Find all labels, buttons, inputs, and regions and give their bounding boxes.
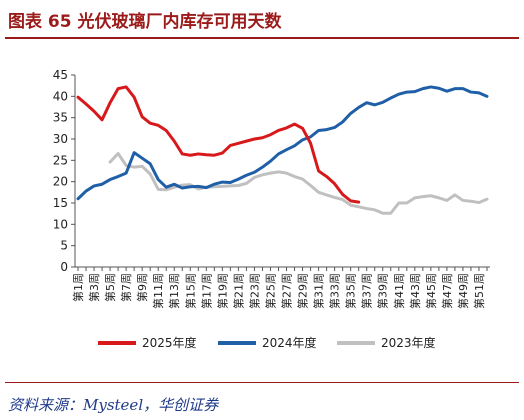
legend: 2025年度 2024年度 2023年度 [98,335,436,350]
y-tick-label: 10 [53,217,68,231]
y-tick-label: 20 [53,175,68,189]
x-tick-label: 第7周 [119,273,133,302]
y-axis: 0 5 10 15 20 25 30 35 40 45 [53,68,76,274]
x-tick-label: 第41周 [392,273,406,309]
y-tick-label: 40 [53,89,68,103]
x-tick-label: 第29周 [296,273,310,309]
figure-header: 图表 65 光伏玻璃厂内库存可用天数 [0,0,524,40]
x-tick-label: 第39周 [376,273,390,309]
x-tick-label: 第15周 [183,273,197,309]
y-tick-label: 0 [60,260,68,274]
x-tick-label: 第35周 [344,273,358,309]
x-tick-label: 第11周 [151,273,165,309]
x-tick-label: 第1周 [71,273,85,302]
x-tick-label: 第45周 [424,273,438,309]
y-tick-label: 15 [53,196,68,210]
x-tick-label: 第17周 [199,273,213,309]
x-tick-label: 第31周 [312,273,326,309]
x-tick-label: 第25周 [263,273,277,309]
x-tick-label: 第43周 [408,273,422,309]
x-tick-label: 第19周 [215,273,229,309]
series-line-2024年度 [76,85,489,201]
x-tick-label: 第3周 [87,273,101,302]
series-line-2025年度 [76,85,361,204]
series-layer [76,85,489,215]
series-line-2023年度 [108,152,489,215]
y-tick-label: 45 [53,68,68,82]
figure-title: 图表 65 光伏玻璃厂内库存可用天数 [8,12,282,32]
figure-footer: 资料来源：Mysteel，华创证券 [0,382,524,420]
x-tick-label: 第33周 [328,273,342,309]
x-tick-label: 第23周 [247,273,261,309]
y-tick-label: 5 [60,239,68,253]
y-tick-label: 35 [53,111,68,125]
x-tick-label: 第49周 [456,273,470,309]
x-axis: 第1周 第3周 第5周 第7周 第9周 第11周 第13周 第15周 第17周 第19周 第21周第… [71,266,490,309]
legend-label: 2023年度 [381,335,436,350]
source-note: 资料来源：Mysteel，华创证券 [8,396,219,414]
x-tick-label: 第9周 [135,273,149,302]
x-tick-label: 第37周 [360,273,374,309]
legend-label: 2025年度 [142,335,197,350]
x-tick-label: 第13周 [167,273,181,309]
x-tick-label: 第21周 [231,273,245,309]
x-tick-label: 第5周 [103,273,117,302]
legend-label: 2024年度 [262,335,317,350]
y-tick-label: 30 [53,132,68,146]
x-tick-label: 第51周 [472,273,486,309]
footer-rule [5,382,519,383]
y-tick-label: 25 [53,153,68,167]
x-tick-label: 第47周 [440,273,454,309]
header-rule [5,37,519,39]
x-tick-label: 第27周 [280,273,294,309]
